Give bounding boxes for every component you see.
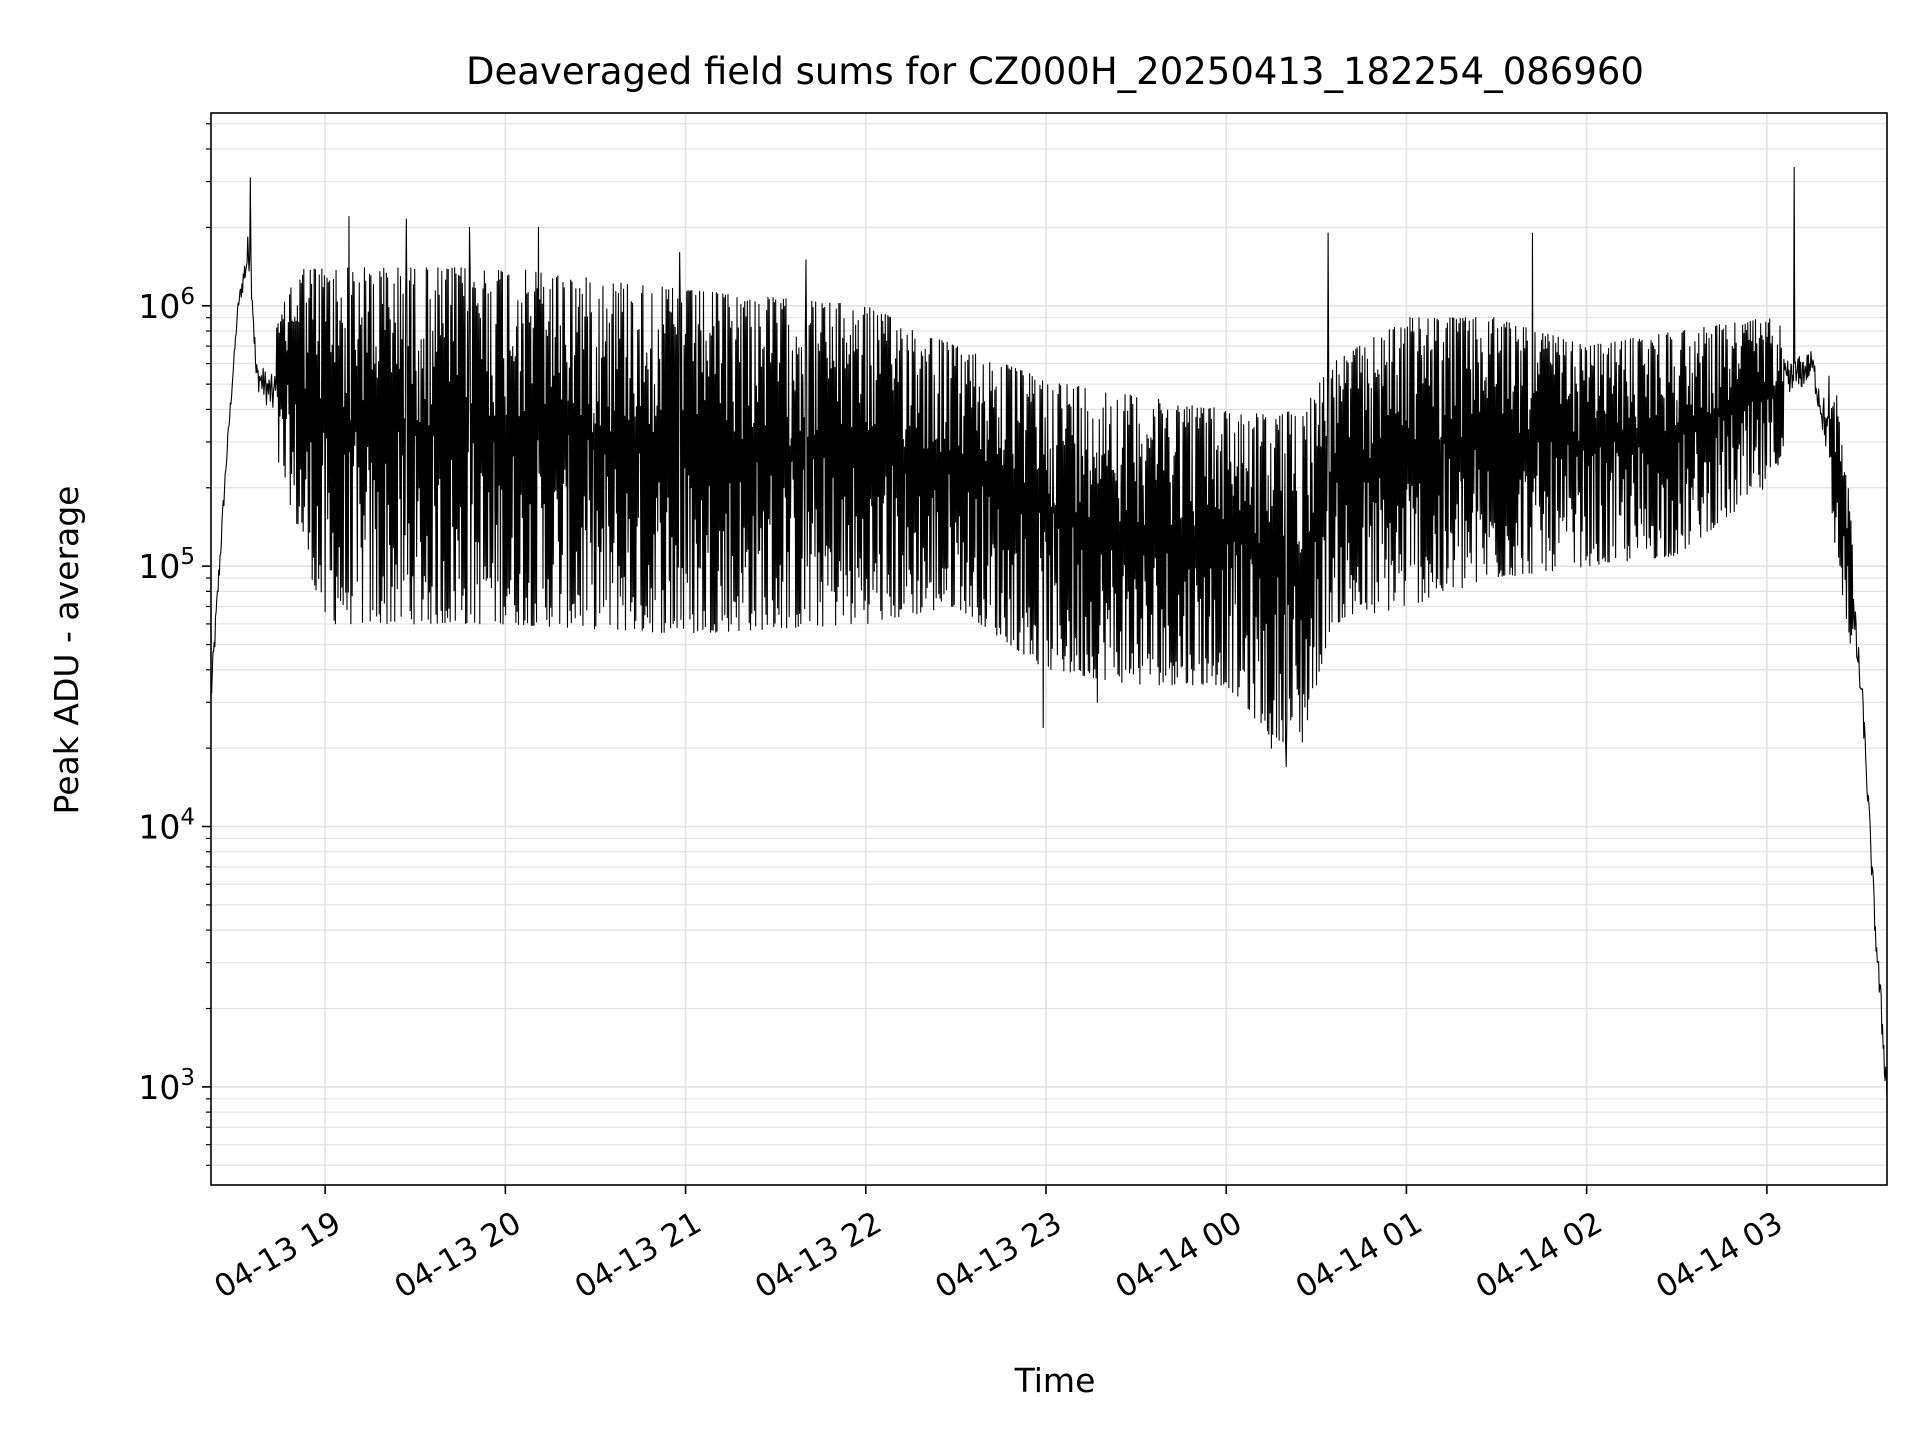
plot-frame [210,112,1888,1186]
y-tick-label: 103 [138,1065,195,1107]
grid-lines [211,113,1887,1185]
y-axis-label: Peak ADU - average [47,486,86,815]
y-tick-label: 104 [138,805,195,847]
x-axis-label: Time [1014,1361,1096,1400]
y-tick-label: 105 [138,544,195,586]
y-tick-label: 106 [138,284,195,326]
data-series [210,166,1888,1099]
series-line [210,166,1888,1099]
chart-title: Deaveraged field sums for CZ000H_2025041… [466,50,1644,93]
y-axis-ticks: 103 104 105 106 [138,123,211,1166]
